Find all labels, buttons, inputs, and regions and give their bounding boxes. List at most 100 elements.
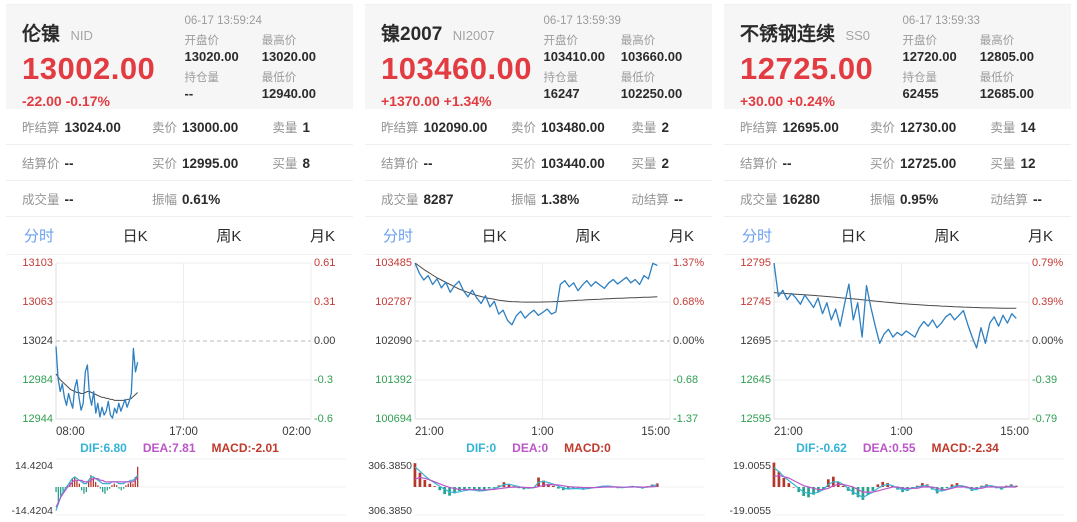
- macd-value: MACD:0: [564, 441, 611, 455]
- y-axis-tick: 103485: [375, 257, 412, 269]
- dea-value: DEA:7.81: [142, 441, 196, 455]
- pct-axis-tick: -1.37: [673, 413, 699, 425]
- pct-axis-tick: -0.39: [1032, 374, 1058, 386]
- macd-chart-canvas: [772, 458, 1064, 516]
- y-axis-tick: 101392: [375, 374, 412, 386]
- macd-legend: DIF:-0.62 DEA:0.55 MACD:-2.34: [724, 440, 1071, 456]
- tab-weekly-k[interactable]: 周K: [575, 228, 601, 245]
- stat-high: 最高价 103660.00: [620, 35, 683, 64]
- tab-daily-k[interactable]: 日K: [481, 228, 507, 245]
- dif-value: DIF:0: [466, 441, 497, 455]
- instrument-code: NI2007: [452, 28, 495, 43]
- stat-open: 开盘价 12720.00: [902, 35, 957, 64]
- chart-period-tabs: 分时 日K 周K 月K: [6, 217, 353, 255]
- macd-axis-bottom: -14.4204: [11, 505, 53, 517]
- pct-axis-tick: 1.37%: [673, 257, 705, 269]
- quote-timestamp: 06-17 13:59:33: [902, 15, 980, 27]
- quote-detail-rows: 昨结算 12695.00 卖价 12730.00 卖量 14 结算价 -- 买价 1272…: [724, 109, 1071, 217]
- minute-chart[interactable]: 13103 13063 13024 12984 12944 0.61 0.31 …: [6, 257, 353, 425]
- detail-row: 结算价 -- 买价 12725.00 买量 12: [724, 145, 1071, 181]
- dea-value: DEA:0.55: [862, 441, 916, 455]
- macd-axis-top: 306.3850: [368, 460, 412, 472]
- tab-timeline[interactable]: 分时: [742, 228, 773, 245]
- tab-monthly-k[interactable]: 月K: [1027, 228, 1053, 245]
- pct-axis-tick: 0.00%: [673, 335, 705, 347]
- detail-row: 成交量 16280 振幅 0.95% 动结算 --: [724, 181, 1071, 217]
- stat-low: 最低价 102250.00: [620, 72, 683, 101]
- pct-axis-tick: -0.3: [314, 374, 333, 386]
- dif-value: DIF:6.80: [80, 441, 127, 455]
- pct-axis-tick: -0.6: [314, 413, 333, 425]
- tab-timeline[interactable]: 分时: [24, 228, 55, 245]
- price-change: +30.00 +0.24%: [740, 93, 835, 109]
- tab-daily-k[interactable]: 日K: [840, 228, 866, 245]
- macd-legend: DIF:0 DEA:0 MACD:0: [365, 440, 712, 456]
- x-axis-labels: 21:00 1:00 15:00: [774, 426, 1029, 438]
- pct-axis-tick: 0.00%: [1032, 335, 1064, 347]
- y-axis-tick: 102090: [375, 335, 412, 347]
- minute-chart[interactable]: 12795 12745 12695 12645 12595 0.79% 0.39…: [724, 257, 1071, 425]
- tab-weekly-k[interactable]: 周K: [216, 228, 242, 245]
- pct-axis-tick: -0.68: [673, 374, 699, 386]
- macd-legend: DIF:6.80 DEA:7.81 MACD:-2.01: [6, 440, 353, 456]
- macd-value: MACD:-2.34: [931, 441, 999, 455]
- chart-period-tabs: 分时 日K 周K 月K: [365, 217, 712, 255]
- stat-open-interest: 持仓量 62455: [902, 72, 939, 101]
- tab-timeline[interactable]: 分时: [383, 228, 414, 245]
- y-axis-tick: 12645: [740, 374, 771, 386]
- macd-value: MACD:-2.01: [211, 441, 279, 455]
- quote-detail-rows: 昨结算 102090.00 卖价 103480.00 卖量 2 结算价 -- 买价 103…: [365, 109, 712, 217]
- last-price: 12725.00: [740, 51, 874, 86]
- macd-axis-bottom: 306.3850: [368, 505, 412, 517]
- y-axis-tick: 12595: [740, 413, 771, 425]
- pct-axis-tick: 0.39%: [1032, 296, 1064, 308]
- instrument-code: NID: [70, 28, 93, 43]
- y-axis-tick: 102787: [375, 296, 412, 308]
- tab-monthly-k[interactable]: 月K: [668, 228, 694, 245]
- pct-axis-tick: 0.31: [314, 296, 336, 308]
- instrument-name: 镍2007: [381, 24, 443, 45]
- price-chart-canvas: [773, 262, 1030, 420]
- tab-monthly-k[interactable]: 月K: [309, 228, 335, 245]
- quote-card-lme-nickel: 伦镍 NID 13002.00 -22.00 -0.17% 06-17 13:5…: [6, 4, 353, 518]
- price-chart-canvas: [414, 262, 671, 420]
- pct-axis-tick: 0.79%: [1032, 257, 1064, 269]
- dif-value: DIF:-0.62: [796, 441, 847, 455]
- pct-axis-tick: 0.68%: [673, 296, 705, 308]
- instrument-code: SS0: [845, 28, 871, 43]
- macd-axis-top: 14.4204: [15, 460, 53, 472]
- detail-row: 结算价 -- 买价 12995.00 买量 8: [6, 145, 353, 181]
- instrument-name: 不锈钢连续: [740, 24, 836, 45]
- macd-chart-canvas: [413, 458, 705, 516]
- last-price: 13002.00: [22, 51, 156, 86]
- quote-card-ss0: 不锈钢连续 SS0 12725.00 +30.00 +0.24% 06-17 1…: [724, 4, 1071, 518]
- pct-axis-tick: 0.61: [314, 257, 336, 269]
- detail-row: 昨结算 13024.00 卖价 13000.00 卖量 1: [6, 109, 353, 145]
- stat-open-interest: 持仓量 --: [184, 72, 220, 101]
- y-axis-tick: 13063: [22, 296, 53, 308]
- macd-chart[interactable]: 306.3850 306.3850: [365, 456, 712, 518]
- macd-axis-top: 19.0055: [733, 460, 771, 472]
- pct-axis-tick: 0.00: [314, 335, 336, 347]
- quote-header: 镍2007 NI2007 103460.00 +1370.00 +1.34% 0…: [365, 5, 712, 109]
- dea-value: DEA:0: [512, 441, 549, 455]
- x-axis-labels: 08:00 17:00 02:00: [56, 426, 311, 438]
- tab-daily-k[interactable]: 日K: [122, 228, 148, 245]
- instrument-name: 伦镍: [22, 24, 61, 45]
- last-price: 103460.00: [381, 51, 533, 86]
- detail-row: 结算价 -- 买价 103440.00 买量 2: [365, 145, 712, 181]
- macd-chart[interactable]: 19.0055 -19.0055: [724, 456, 1071, 518]
- y-axis-tick: 13103: [22, 257, 53, 269]
- detail-row: 成交量 -- 振幅 0.61%: [6, 181, 353, 217]
- y-axis-tick: 100694: [375, 413, 412, 425]
- macd-chart[interactable]: 14.4204 -14.4204: [6, 456, 353, 518]
- quote-header: 不锈钢连续 SS0 12725.00 +30.00 +0.24% 06-17 1…: [724, 5, 1071, 109]
- pct-axis-tick: -0.79: [1032, 413, 1058, 425]
- quote-header: 伦镍 NID 13002.00 -22.00 -0.17% 06-17 13:5…: [6, 5, 353, 109]
- x-axis-labels: 21:00 1:00 15:00: [415, 426, 670, 438]
- y-axis-tick: 13024: [22, 335, 53, 347]
- y-axis-tick: 12795: [740, 257, 771, 269]
- y-axis-tick: 12944: [22, 413, 53, 425]
- minute-chart[interactable]: 103485 102787 102090 101392 100694 1.37%…: [365, 257, 712, 425]
- tab-weekly-k[interactable]: 周K: [934, 228, 960, 245]
